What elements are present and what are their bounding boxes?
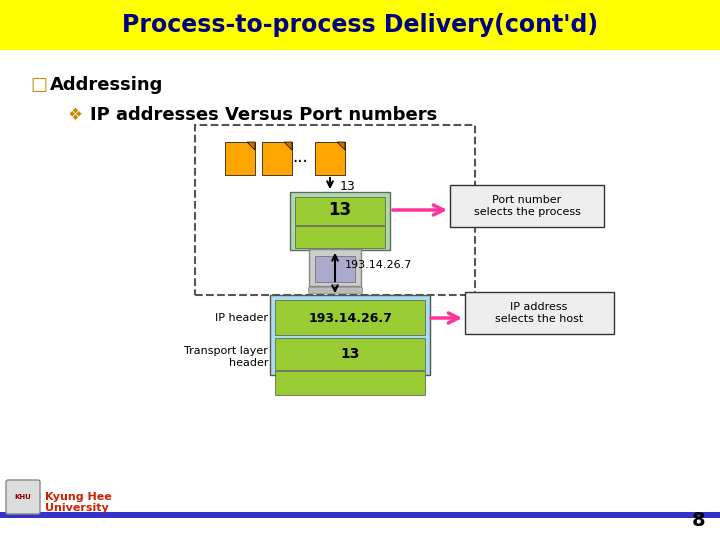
Text: 13: 13 bbox=[341, 347, 360, 361]
Text: 13: 13 bbox=[340, 179, 356, 192]
FancyBboxPatch shape bbox=[6, 480, 40, 514]
FancyBboxPatch shape bbox=[275, 338, 425, 370]
Text: IP header: IP header bbox=[215, 313, 268, 323]
FancyBboxPatch shape bbox=[0, 512, 720, 518]
FancyBboxPatch shape bbox=[0, 0, 720, 50]
Text: Port number
selects the process: Port number selects the process bbox=[474, 195, 580, 217]
Text: 193.14.26.7: 193.14.26.7 bbox=[308, 312, 392, 325]
Text: 13: 13 bbox=[328, 201, 351, 219]
Text: KHU: KHU bbox=[14, 494, 32, 500]
Text: Addressing: Addressing bbox=[50, 76, 163, 94]
FancyBboxPatch shape bbox=[290, 192, 390, 250]
Text: ...: ... bbox=[292, 148, 308, 166]
Text: IP addresses Versus Port numbers: IP addresses Versus Port numbers bbox=[90, 106, 437, 124]
FancyBboxPatch shape bbox=[465, 292, 614, 334]
Text: Transport layer
header: Transport layer header bbox=[184, 346, 268, 368]
Polygon shape bbox=[284, 142, 292, 150]
Text: Kyung Hee: Kyung Hee bbox=[45, 492, 112, 502]
FancyBboxPatch shape bbox=[309, 249, 361, 286]
Text: IP address
selects the host: IP address selects the host bbox=[495, 302, 583, 324]
FancyBboxPatch shape bbox=[308, 287, 362, 293]
Polygon shape bbox=[337, 142, 345, 150]
Text: □: □ bbox=[30, 76, 47, 94]
FancyBboxPatch shape bbox=[315, 142, 345, 175]
Text: Process-to-process Delivery(cont'd): Process-to-process Delivery(cont'd) bbox=[122, 13, 598, 37]
FancyBboxPatch shape bbox=[295, 197, 385, 225]
FancyBboxPatch shape bbox=[295, 226, 385, 248]
FancyBboxPatch shape bbox=[275, 300, 425, 335]
FancyBboxPatch shape bbox=[315, 256, 355, 282]
FancyBboxPatch shape bbox=[262, 142, 292, 175]
FancyBboxPatch shape bbox=[225, 142, 255, 175]
Text: 8: 8 bbox=[691, 511, 705, 530]
Polygon shape bbox=[247, 142, 255, 150]
Text: ❖: ❖ bbox=[68, 106, 83, 124]
FancyBboxPatch shape bbox=[275, 371, 425, 395]
Text: University: University bbox=[45, 503, 109, 513]
FancyBboxPatch shape bbox=[450, 185, 604, 227]
FancyBboxPatch shape bbox=[270, 295, 430, 375]
Text: 193.14.26.7: 193.14.26.7 bbox=[345, 260, 413, 270]
